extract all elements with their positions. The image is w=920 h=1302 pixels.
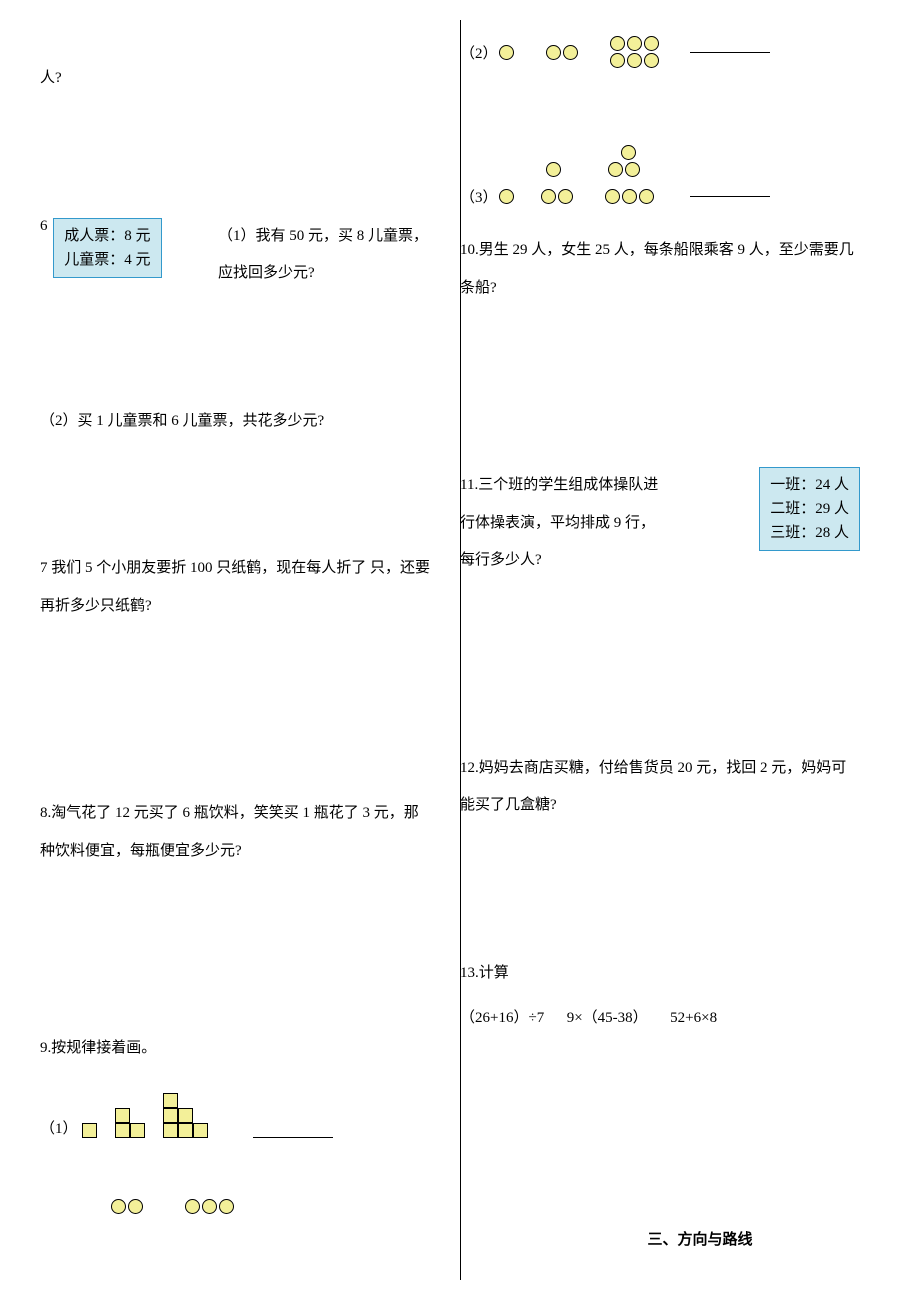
q9-2-label: （2） [460,42,498,63]
q11-text-a: 11.三个班的学生组成体操队进 [460,467,751,505]
adult-ticket-line: 成人票：8 元 [64,224,150,248]
q9-3-row: （3） [460,186,860,207]
q9-3-t1 [499,189,514,204]
q11-row: 11.三个班的学生组成体操队进 行体操表演，平均排成 9 行， 每行多少人? 一… [460,467,860,580]
class2-line: 二班：29 人 [770,497,849,521]
q9-1-term2 [115,1108,145,1138]
q9-3-upper [460,144,860,178]
triangle-3 [607,144,641,178]
q13-title: 13.计算 [460,955,860,993]
left-column: 人? 6 成人票：8 元 儿童票：4 元 （1）我有 50 元，买 8 儿童票，… [40,20,440,1282]
q10: 10.男生 29 人，女生 25 人，每条船限乘客 9 人，至少需要几条船? [460,232,860,307]
q9-1-row: （1） [40,1093,430,1138]
q9-2-blank [690,52,770,53]
child-ticket-line: 儿童票：4 元 [64,248,150,272]
q9-2-t1 [499,45,514,60]
q6-part1: （1）我有 50 元，买 8 儿童票，应找回多少元? [190,218,430,293]
right-column: （2） （3） [440,20,860,1282]
q7: 7 我们 5 个小朋友要折 100 只纸鹤，现在每人折了 只，还要再折多少只纸鹤… [40,550,430,625]
q9-extra-circles [40,1198,430,1215]
q9-1-blank [253,1137,333,1138]
class1-line: 一班：24 人 [770,473,849,497]
q8: 8.淘气花了 12 元买了 6 瓶饮料，笑笑买 1 瓶花了 3 元，那种饮料便宜… [40,795,430,870]
q11-text: 11.三个班的学生组成体操队进 行体操表演，平均排成 9 行， 每行多少人? [460,467,759,580]
q9-2-t3 [609,35,660,69]
q9-3-blank [690,196,770,197]
page-content: 人? 6 成人票：8 元 儿童票：4 元 （1）我有 50 元，买 8 儿童票，… [0,0,920,1302]
class3-line: 三班：28 人 [770,521,849,545]
q13-expressions: （26+16）÷7 9×（45-38） 52+6×8 [460,1000,860,1038]
q9-1-term1 [82,1123,97,1138]
q9-3-label: （3） [460,186,498,207]
q6-left: 6 成人票：8 元 儿童票：4 元 [40,218,190,278]
q6-number: 6 [40,218,48,234]
q6-part2: （2）买 1 儿童票和 6 儿童票，共花多少元? [40,403,430,441]
class-size-box: 一班：24 人 二班：29 人 三班：28 人 [759,467,860,551]
q9-1-term3 [163,1093,208,1138]
q11-text-c: 每行多少人? [460,542,751,580]
circles-2 [110,1198,144,1215]
intro-text: 人? [40,60,430,98]
q11-text-b: 行体操表演，平均排成 9 行， [460,505,751,543]
q6-row: 6 成人票：8 元 儿童票：4 元 （1）我有 50 元，买 8 儿童票，应找回… [40,218,430,293]
section-footer: 三、方向与路线 [460,1228,860,1249]
circles-3 [184,1198,235,1215]
q12: 12.妈妈去商店买糖，付给售货员 20 元，找回 2 元，妈妈可能买了几盒糖? [460,750,860,825]
q9-1-label: （1） [40,1117,78,1138]
ticket-price-box: 成人票：8 元 儿童票：4 元 [53,218,161,278]
q9-title: 9.按规律接着画。 [40,1030,430,1068]
q9-2-row: （2） [460,35,860,69]
